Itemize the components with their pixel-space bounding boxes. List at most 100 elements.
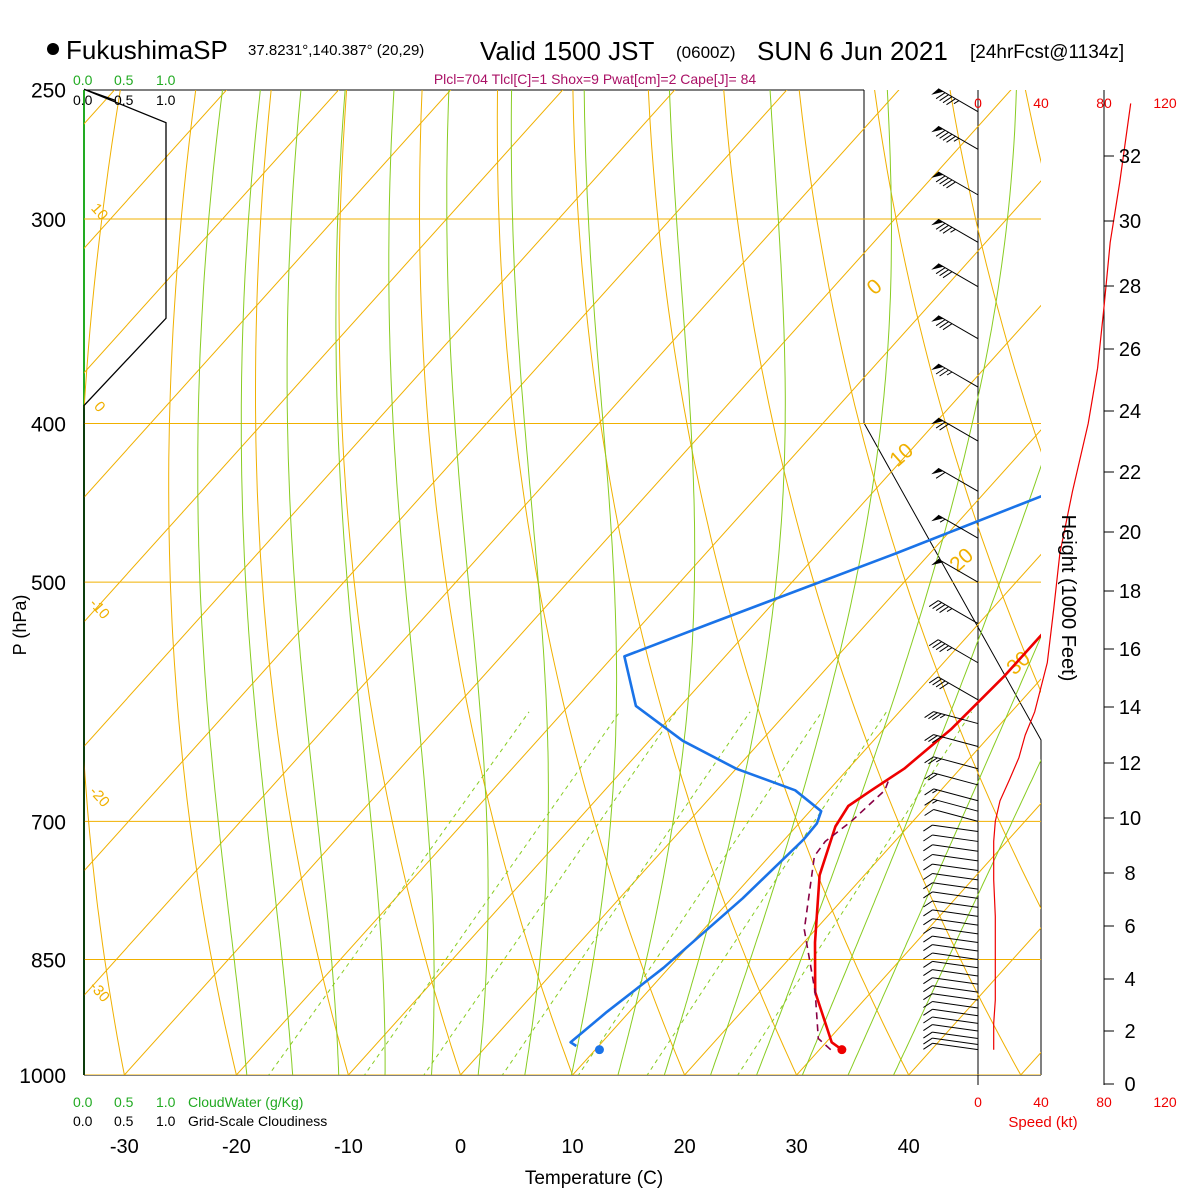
wind-barb-feather	[932, 641, 942, 649]
wind-barb-half-feather	[936, 758, 942, 763]
parcel-line	[803, 779, 890, 1051]
height-tick-label: 28	[1119, 276, 1141, 298]
wind-barb-feather	[923, 1024, 933, 1032]
wind-barb-feather	[946, 181, 956, 189]
wind-barb-feather	[924, 788, 934, 796]
wind-barb	[932, 1016, 979, 1024]
height-tick-label: 12	[1119, 753, 1141, 775]
speed-bottom-tick-2: 80	[1096, 1094, 1112, 1110]
isotherm-label: 0	[90, 398, 108, 416]
height-tick-label: 2	[1124, 1021, 1135, 1043]
isotherm-line	[84, 90, 900, 997]
wind-barb-half-feather	[946, 371, 953, 376]
wind-barb-feather	[935, 471, 946, 479]
isotherm-line	[795, 802, 1041, 1075]
wind-barb-feather	[923, 960, 933, 968]
isotherm-line	[84, 90, 116, 125]
temperature-tick-label: 0	[455, 1136, 466, 1158]
wind-barb	[932, 1042, 979, 1051]
moist-adiabat-line	[893, 759, 1041, 1075]
isotherm-line	[1102, 60, 1200, 1109]
wind-barb	[932, 909, 979, 917]
isotherm-line	[908, 927, 1041, 1075]
wind-barb-feather	[923, 900, 933, 908]
wind-barb-feather	[924, 756, 934, 764]
height-tick-label: 20	[1119, 522, 1141, 544]
pressure-tick-label: 250	[31, 79, 66, 102]
wind-barb-feather	[935, 222, 946, 230]
wind-barb-feather	[923, 969, 933, 977]
mixing-ratio-line	[737, 711, 973, 1075]
wind-barb-feather	[923, 854, 933, 861]
wind-barb-feather	[935, 319, 946, 327]
wind-barb-feather	[932, 602, 942, 610]
wind-barb	[932, 834, 979, 842]
pressure-tick-label: 500	[31, 572, 66, 595]
wind-barb-feather	[939, 177, 949, 185]
wind-barb	[937, 315, 979, 340]
wind-barb	[932, 844, 979, 852]
plot-frame	[84, 89, 1105, 1085]
cloud-top-green-0: 0.0	[73, 72, 93, 88]
wind-barb	[932, 891, 979, 899]
isotherm-label: -30	[86, 978, 113, 1005]
wind-barb	[932, 1024, 979, 1032]
wind-barb	[932, 944, 979, 952]
wind-barb-half-feather	[953, 100, 960, 105]
dry-adiabat-line	[723, 90, 1022, 1075]
wind-barb-flag	[931, 263, 944, 270]
dry-adiabat-line	[874, 90, 1041, 694]
wind-barb	[932, 824, 979, 832]
wind-barb-feather	[923, 882, 933, 890]
wind-barb-half-feather	[932, 789, 938, 794]
wind-barb-feather	[939, 423, 949, 431]
wind-barb-feather	[939, 224, 949, 232]
wind-barb	[937, 88, 979, 113]
cloud-top-black-2: 1.0	[156, 92, 176, 108]
isotherm-line	[347, 304, 1041, 1075]
wind-barb	[932, 993, 979, 1001]
isotherm-line	[459, 429, 1041, 1075]
wind-barb-feather	[923, 1008, 933, 1016]
wind-barb-flag	[931, 468, 944, 475]
wind-barb-half-feather	[939, 518, 946, 523]
wind-barb-feather	[939, 606, 949, 614]
isotherm-label: 10	[885, 439, 918, 472]
wind-barb-feather	[923, 1037, 933, 1045]
wind-barb-half-feather	[950, 228, 956, 233]
wind-barb	[933, 798, 979, 812]
wind-barb	[937, 125, 979, 150]
temperature-line	[813, 633, 1041, 1051]
dry-adiabat-line	[1169, 60, 1200, 1109]
dry-adiabat-line	[418, 90, 574, 1075]
wind-barb	[937, 558, 979, 583]
wind-barb-feather	[935, 129, 946, 137]
moist-adiabat-line	[388, 90, 435, 1075]
isotherm-line	[84, 90, 564, 623]
wind-barb-flag	[931, 315, 944, 322]
wind-barb	[937, 218, 979, 243]
cloud-top-black-1: 0.5	[114, 92, 134, 108]
pressure-tick-label: 300	[31, 209, 66, 232]
wind-barb	[932, 918, 979, 926]
wind-barb	[932, 927, 979, 935]
moist-adiabat-line	[756, 90, 1017, 1075]
moist-adiabat-line	[510, 90, 549, 1075]
wind-barb-feather	[942, 271, 953, 279]
wind-barb-feather	[923, 873, 933, 880]
mixing-ratio-label: 2	[341, 1097, 358, 1113]
wind-barb	[937, 417, 979, 442]
wind-barb-flag	[931, 364, 944, 370]
wind-barb-feather	[942, 96, 953, 104]
temperature-tick-label: 10	[561, 1136, 583, 1158]
isotherm-label: 20	[945, 544, 978, 577]
moist-adiabat-line	[197, 90, 248, 1075]
temperature-tick-label: 20	[673, 1136, 695, 1158]
mixing-ratio-line	[363, 711, 621, 1075]
wind-barb-feather	[923, 891, 933, 899]
wind-barb-feather	[939, 269, 949, 277]
sounding-profiles	[569, 494, 1041, 1055]
wind-barb	[937, 263, 979, 288]
surface-dewpoint-dot	[594, 1045, 604, 1055]
